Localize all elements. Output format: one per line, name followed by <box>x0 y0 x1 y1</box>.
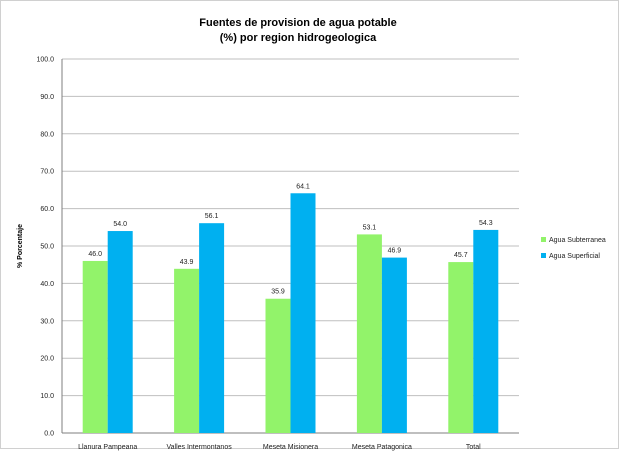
x-category-label: Llanura Pampeana <box>78 444 137 451</box>
x-category-label: Valles Intermontanos <box>166 444 232 451</box>
x-category-label: Meseta Misionera <box>263 444 318 451</box>
bar-1-2 <box>290 193 316 433</box>
data-label: 54.0 <box>113 221 127 228</box>
bar-0-3 <box>356 234 382 433</box>
bars <box>82 193 499 433</box>
bar-0-0 <box>82 260 108 433</box>
y-tick-label: 50.0 <box>40 244 54 251</box>
legend-label: Agua Superficial <box>549 253 600 260</box>
y-tick-label: 60.0 <box>40 206 54 213</box>
legend: Agua Subterranea Agua Superficial <box>541 237 606 260</box>
bar-0-4 <box>448 262 474 433</box>
x-axis-categories: Llanura Pampeana Valles Intermontanos Mese… <box>78 444 481 451</box>
x-category-label: Meseta Patagonica <box>352 444 412 451</box>
y-tick-label: 0.0 <box>44 431 54 438</box>
data-label: 54.3 <box>479 220 493 227</box>
y-tick-label: 40.0 <box>40 281 54 288</box>
bar-0-1 <box>174 268 200 433</box>
data-label: 56.1 <box>205 213 219 220</box>
x-category-label: Total <box>466 444 481 451</box>
y-tick-label: 90.0 <box>40 94 54 101</box>
data-label: 43.9 <box>180 259 194 266</box>
bar-1-3 <box>381 257 407 433</box>
y-tick-label: 80.0 <box>40 131 54 138</box>
legend-label: Agua Subterranea <box>549 237 606 244</box>
legend-swatch-1 <box>541 253 546 258</box>
bar-1-4 <box>473 229 499 433</box>
data-labels: 46.0 54.0 43.9 56.1 35.9 64.1 53.1 46.9 45.7 54.3 <box>88 183 492 295</box>
data-label: 46.0 <box>88 251 102 258</box>
data-label: 53.1 <box>363 224 377 231</box>
y-tick-label: 70.0 <box>40 169 54 176</box>
y-tick-label: 30.0 <box>40 318 54 325</box>
y-tick-label: 100.0 <box>36 57 54 64</box>
bar-1-1 <box>199 223 225 433</box>
y-tick-label: 10.0 <box>40 393 54 400</box>
y-axis-ticks: 0.0 10.0 20.0 30.0 40.0 50.0 60.0 70.0 80.0 90.0 1… <box>36 57 54 438</box>
legend-swatch-0 <box>541 237 546 242</box>
bar-1-0 <box>107 231 133 433</box>
chart-title-line-1: Fuentes de provision de agua potable <box>199 17 396 29</box>
data-label: 46.9 <box>388 248 402 255</box>
y-tick-label: 20.0 <box>40 356 54 363</box>
y-axis-label: % Porcentaje <box>17 224 24 268</box>
data-label: 64.1 <box>296 183 310 190</box>
bar-0-2 <box>265 298 291 433</box>
data-label: 35.9 <box>271 289 285 296</box>
chart-title-line-2: (%) por region hidrogeologica <box>220 32 377 44</box>
data-label: 45.7 <box>454 252 468 259</box>
